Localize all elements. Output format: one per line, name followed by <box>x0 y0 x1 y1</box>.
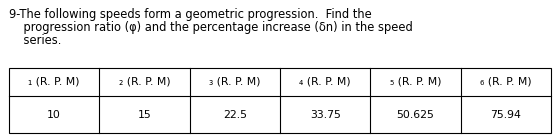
Text: progression ratio (φ) and the percentage increase (δn) in the speed: progression ratio (φ) and the percentage… <box>9 21 413 34</box>
Text: ₂ (R. P. M): ₂ (R. P. M) <box>119 77 170 87</box>
Text: 33.75: 33.75 <box>310 109 340 119</box>
Text: ₁ (R. P. M): ₁ (R. P. M) <box>29 77 80 87</box>
Text: ₅ (R. P. M): ₅ (R. P. M) <box>390 77 441 87</box>
Text: 10: 10 <box>47 109 61 119</box>
Text: ₄ (R. P. M): ₄ (R. P. M) <box>300 77 351 87</box>
Text: 75.94: 75.94 <box>491 109 521 119</box>
Text: 50.625: 50.625 <box>396 109 435 119</box>
Text: 9-The following speeds form a geometric progression.  Find the: 9-The following speeds form a geometric … <box>9 8 372 21</box>
Text: 15: 15 <box>138 109 151 119</box>
Text: 22.5: 22.5 <box>223 109 247 119</box>
Text: ₆ (R. P. M): ₆ (R. P. M) <box>480 77 531 87</box>
Text: series.: series. <box>9 34 62 47</box>
Text: ₃ (R. P. M): ₃ (R. P. M) <box>209 77 260 87</box>
